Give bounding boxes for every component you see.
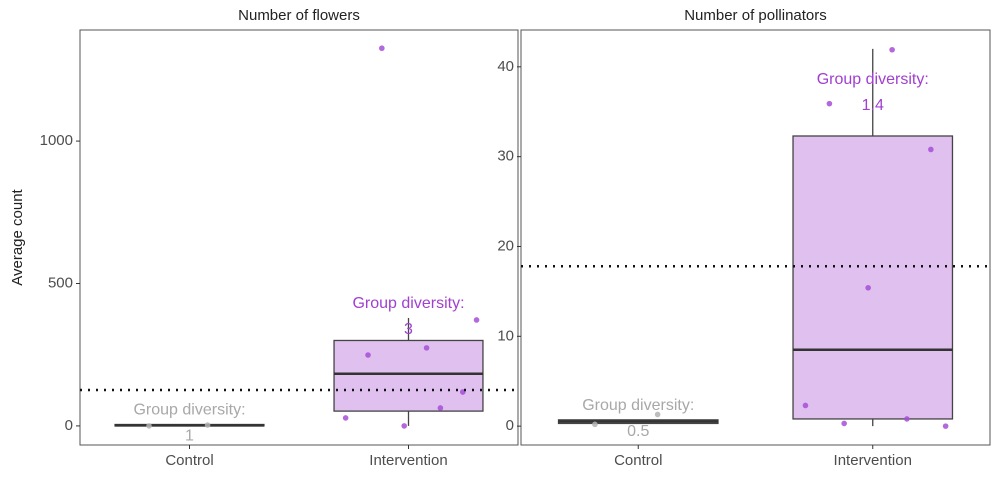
x-tick-label: Intervention: [834, 452, 912, 469]
annotation-label: Group diversity:: [582, 397, 694, 414]
data-point: [592, 421, 598, 428]
annotation-label: Group diversity:: [817, 71, 929, 88]
y-tick-label: 20: [497, 237, 514, 254]
data-point: [146, 423, 152, 429]
data-point: [942, 423, 949, 429]
panel-border: [79, 29, 519, 446]
x-tick-label: Intervention: [369, 452, 447, 469]
y-tick-label: 40: [497, 58, 514, 75]
data-point: [204, 422, 211, 428]
panel-border: [520, 29, 991, 446]
annotation-label: Group diversity:: [133, 402, 245, 419]
data-point: [826, 100, 833, 107]
y-tick-label: 0: [65, 417, 73, 434]
box: [333, 339, 484, 412]
data-point: [889, 46, 895, 53]
data-point: [802, 402, 809, 409]
y-tick-label: 0: [506, 417, 514, 434]
data-point: [865, 285, 871, 291]
data-point: [654, 411, 661, 418]
data-point: [379, 45, 385, 52]
x-tick-label: Control: [614, 452, 662, 469]
diversity-value: 1.4: [862, 97, 884, 114]
data-point: [841, 420, 847, 427]
diversity-value: 0.5: [627, 423, 649, 440]
panel-title: Number of flowers: [238, 7, 360, 24]
panel-title: Number of pollinators: [684, 7, 827, 24]
annotation-label: Group diversity:: [352, 295, 464, 312]
box: [792, 135, 954, 420]
data-point: [928, 146, 934, 153]
data-point: [904, 416, 910, 422]
data-point: [437, 405, 444, 411]
y-tick-label: 500: [48, 274, 73, 291]
y-tick-label: 1000: [40, 132, 73, 149]
diversity-value: 3: [404, 321, 413, 338]
y-tick-label: 10: [497, 327, 514, 344]
data-point: [473, 317, 480, 323]
data-point: [365, 352, 371, 358]
data-point: [342, 415, 349, 421]
y-axis-label: Average count: [9, 188, 26, 285]
diversity-value: 1: [185, 428, 194, 445]
y-tick-label: 30: [497, 148, 514, 165]
data-point: [423, 345, 430, 351]
data-point: [401, 423, 408, 429]
x-tick-label: Control: [165, 452, 213, 469]
